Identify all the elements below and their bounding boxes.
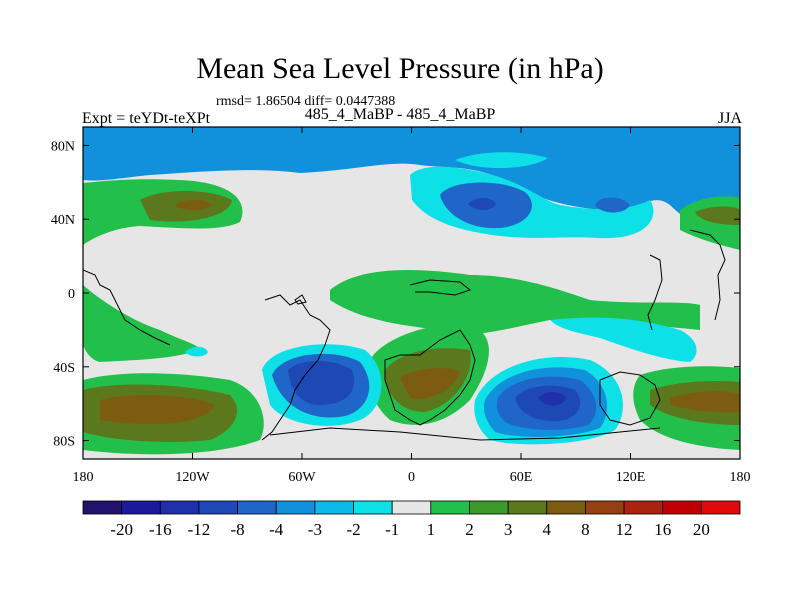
colorbar-swatch — [430, 500, 470, 515]
coastline-asia — [409, 279, 472, 296]
colorbar-swatch — [159, 500, 200, 515]
colorbar-swatch — [391, 500, 432, 515]
colorbar-label: 12 — [616, 520, 633, 539]
colorbar-swatch — [82, 500, 123, 515]
arctic-region — [83, 127, 740, 232]
colorbar-label: 20 — [693, 520, 710, 539]
colorbar-label: -2 — [346, 520, 360, 539]
colorbar-label: 2 — [465, 520, 474, 539]
x-tick-label: 120E — [616, 470, 646, 485]
coastline-africa — [384, 329, 476, 426]
coastline-australia — [599, 371, 661, 426]
s-east-high-inner — [670, 391, 740, 413]
colorbar-swatch — [275, 500, 316, 515]
y-tick-label: 80N — [51, 139, 75, 154]
n-east-core — [695, 206, 740, 225]
x-tick-label: 60W — [288, 470, 316, 485]
colorbar-swatch — [314, 500, 354, 515]
coastline-south-america — [261, 294, 331, 441]
coastlines — [83, 229, 726, 441]
colorbar-label: -3 — [308, 520, 322, 539]
stats-text: rmsd= 1.86504 diff= 0.0447388 — [216, 94, 396, 109]
experiment-label: Expt = teYDt-teXPt — [82, 110, 211, 127]
map-field — [83, 127, 740, 459]
colorbar-swatch — [121, 500, 161, 515]
n-asia-low-2 — [595, 197, 630, 213]
coastline-east-asia — [647, 254, 663, 331]
colorbar-label: -1 — [385, 520, 399, 539]
x-tick-label: 180 — [730, 470, 751, 485]
colorbar-label: -4 — [269, 520, 284, 539]
colorbar-label: -20 — [110, 520, 133, 539]
y-tick-label: 0 — [68, 287, 75, 302]
x-tick-label: 60E — [510, 470, 533, 485]
colorbar-label: -12 — [188, 520, 211, 539]
y-tick-label: 80S — [53, 435, 75, 450]
colorbar-swatch — [700, 500, 741, 515]
colorbar-label: 16 — [654, 520, 671, 539]
colorbar-swatch — [623, 500, 664, 515]
colorbar-label: -8 — [231, 520, 245, 539]
colorbar-swatch — [237, 500, 277, 515]
colorbar-label: 3 — [504, 520, 513, 539]
indian-ocean-cyan — [550, 317, 697, 362]
x-tick-label: 120W — [175, 470, 210, 485]
arctic-band-cyan — [455, 152, 548, 169]
colorbar-swatch — [353, 500, 393, 515]
x-tick-label: 0 — [408, 470, 415, 485]
s-pacific-core-inner — [100, 395, 215, 425]
y-tick-label: 40N — [51, 213, 75, 228]
s-atlantic-core — [288, 361, 355, 405]
x-tick-label: 180 — [73, 470, 94, 485]
colorbar-swatch — [585, 500, 625, 515]
colorbar-swatch — [469, 500, 509, 515]
s-indian-inner — [538, 392, 566, 406]
colorbar-swatch — [507, 500, 548, 515]
colorbar-swatch — [546, 500, 586, 515]
y-axis: 80N 40N 0 40S 80S — [51, 139, 740, 450]
season-label: JJA — [717, 110, 742, 127]
tropics-west — [83, 285, 200, 362]
coastline-antarctica — [269, 427, 661, 441]
colorbar-label: 8 — [581, 520, 590, 539]
colorbar-label: -16 — [149, 520, 172, 539]
colorbar-swatch — [198, 500, 238, 515]
small-cyan-patch — [185, 346, 208, 357]
coastline-island — [294, 294, 307, 305]
colorbar-swatch — [662, 500, 702, 515]
colorbar: -20 -16 -12 -8 -4 -3 -2 -1 1 2 3 4 8 12 16 20 — [82, 500, 741, 539]
subtitle-label: 485_4_MaBP - 485_4_MaBP — [304, 106, 496, 123]
x-axis: 180 120W 60W 0 60E 120E 180 — [73, 127, 751, 485]
coastline-west-pacific — [83, 269, 171, 346]
colorbar-label: 1 — [427, 520, 436, 539]
n-eurasia-core — [468, 198, 496, 210]
chart-title: Mean Sea Level Pressure (in hPa) — [196, 52, 604, 85]
s-atlantic-high-inner — [400, 368, 460, 399]
colorbar-label: 4 — [543, 520, 552, 539]
coastline-n-america — [689, 229, 726, 321]
n-pacific-core-inner — [175, 199, 212, 211]
y-tick-label: 40S — [53, 361, 75, 376]
